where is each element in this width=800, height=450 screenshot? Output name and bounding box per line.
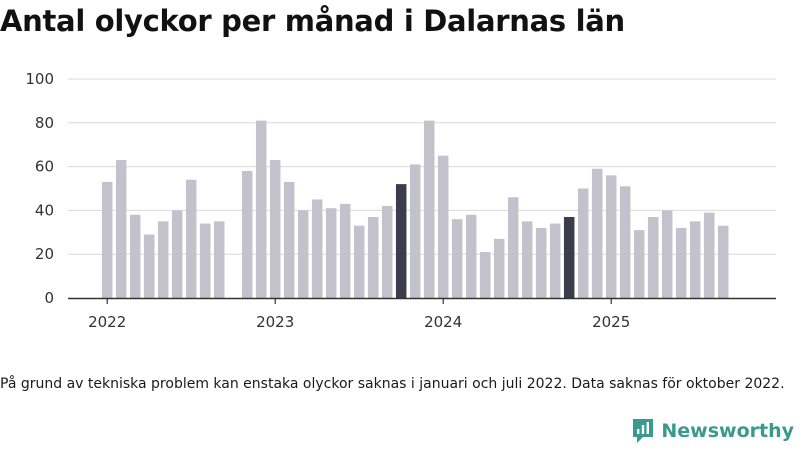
bar-2025-04 xyxy=(647,216,659,298)
bar-2022-03 xyxy=(129,214,141,298)
bar-2023-04 xyxy=(311,199,323,298)
brand-name: Newsworthy xyxy=(661,420,794,442)
bar-2025-02 xyxy=(619,186,631,298)
bar-2022-08 xyxy=(199,223,211,298)
bar-2023-05 xyxy=(325,208,337,298)
bar-2024-04 xyxy=(479,252,491,298)
bar-2025-07 xyxy=(689,221,701,298)
bar-2024-11 xyxy=(577,188,589,298)
bar-2022-12 xyxy=(255,120,267,298)
bar-2022-09 xyxy=(213,221,225,298)
bar-2023-06 xyxy=(339,203,351,298)
bar-2023-10 xyxy=(395,184,407,298)
bar-2022-06 xyxy=(171,210,183,298)
y-tick-label: 40 xyxy=(35,201,54,219)
y-tick-label: 80 xyxy=(35,114,54,132)
bar-2023-08 xyxy=(367,216,379,298)
bar-2024-08 xyxy=(535,227,547,298)
x-tick-label: 2025 xyxy=(592,313,630,331)
bar-2022-05 xyxy=(157,221,169,298)
bar-2022-07 xyxy=(185,179,197,298)
y-tick-label: 100 xyxy=(25,70,54,88)
bar-2023-09 xyxy=(381,206,393,298)
bar-2023-01 xyxy=(269,160,281,298)
bar-2025-09 xyxy=(717,225,729,298)
bar-2024-02 xyxy=(451,219,463,298)
bar-2025-01 xyxy=(605,175,617,298)
bar-2024-03 xyxy=(465,214,477,298)
bar-2024-07 xyxy=(521,221,533,298)
bar-2025-06 xyxy=(675,227,687,298)
x-tick-label: 2023 xyxy=(256,313,294,331)
bar-2024-10 xyxy=(563,216,575,298)
footnote: På grund av tekniska problem kan enstaka… xyxy=(0,376,785,392)
bar-chart-logo-icon xyxy=(633,419,654,443)
bar-2024-01 xyxy=(437,155,449,298)
bar-2024-06 xyxy=(507,197,519,298)
bar-2023-03 xyxy=(297,210,309,298)
bar-2025-08 xyxy=(703,212,715,298)
x-axis: 2022 2023 2024 2025 xyxy=(68,297,776,331)
bar-chart: 0 20 40 60 80 100 2022 2023 2024 2025 xyxy=(25,70,776,331)
y-tick-label: 60 xyxy=(35,158,54,176)
bar-2023-12 xyxy=(423,120,435,298)
bar-2022-01 xyxy=(101,181,113,298)
bar-2024-09 xyxy=(549,223,561,298)
bar-2022-04 xyxy=(143,234,155,298)
brand-logo: Newsworthy xyxy=(631,416,794,446)
bar-2025-05 xyxy=(661,210,673,298)
bar-2023-11 xyxy=(409,164,421,298)
y-tick-label: 20 xyxy=(35,245,54,263)
bar-2022-02 xyxy=(115,160,127,298)
bar-2023-07 xyxy=(353,225,365,298)
bars xyxy=(101,120,729,298)
x-tick-label: 2022 xyxy=(88,313,126,331)
x-tick-label: 2024 xyxy=(424,313,462,331)
chart-title: Antal olyckor per månad i Dalarnas län xyxy=(0,4,625,38)
y-axis-labels: 0 20 40 60 80 100 xyxy=(25,70,54,307)
bar-2024-12 xyxy=(591,168,603,298)
bar-2022-11 xyxy=(241,170,253,298)
bar-2024-05 xyxy=(493,238,505,298)
bar-2023-02 xyxy=(283,181,295,298)
bar-2025-03 xyxy=(633,230,645,298)
y-tick-label: 0 xyxy=(44,289,54,307)
